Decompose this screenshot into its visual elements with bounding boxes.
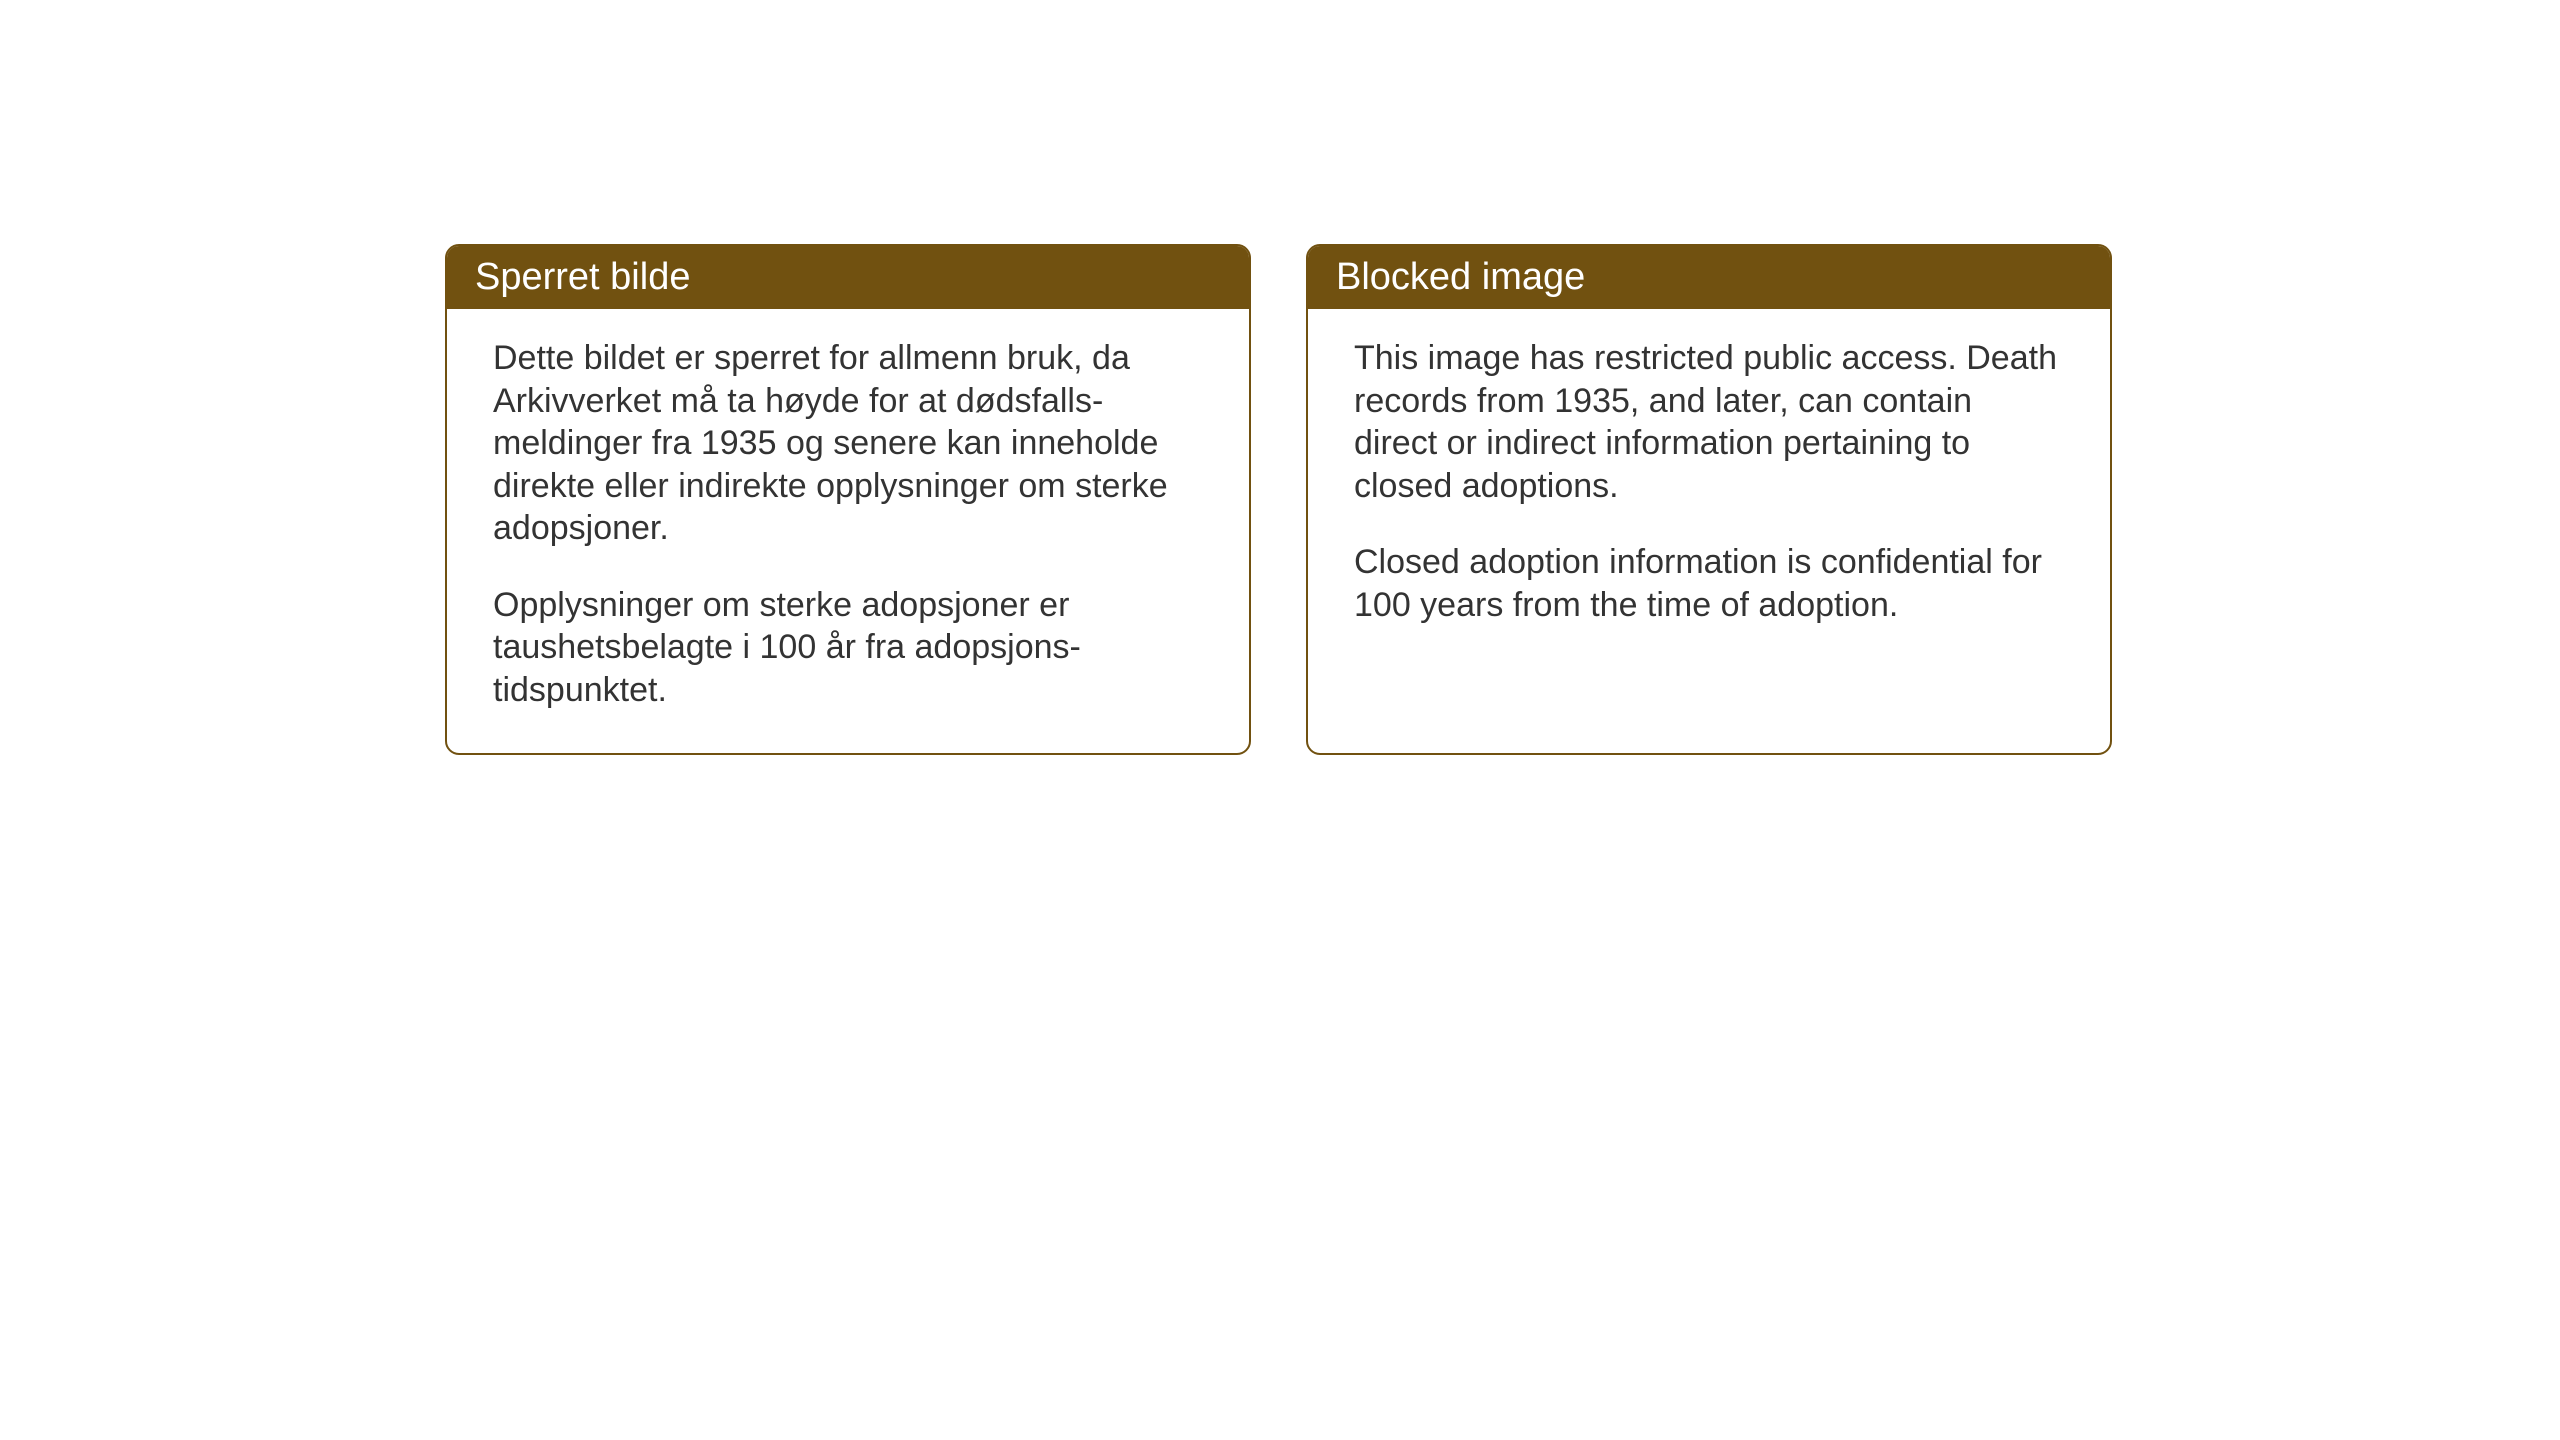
notice-card-norwegian: Sperret bilde Dette bildet er sperret fo… [445,244,1251,755]
paragraph-2-norwegian: Opplysninger om sterke adopsjoner er tau… [493,584,1203,712]
paragraph-1-english: This image has restricted public access.… [1354,337,2064,507]
paragraph-2-english: Closed adoption information is confident… [1354,541,2064,626]
card-title-english: Blocked image [1308,246,2110,309]
card-body-english: This image has restricted public access.… [1308,309,2110,668]
card-title-norwegian: Sperret bilde [447,246,1249,309]
card-body-norwegian: Dette bildet er sperret for allmenn bruk… [447,309,1249,753]
notice-card-english: Blocked image This image has restricted … [1306,244,2112,755]
paragraph-1-norwegian: Dette bildet er sperret for allmenn bruk… [493,337,1203,550]
notice-container: Sperret bilde Dette bildet er sperret fo… [445,244,2112,755]
